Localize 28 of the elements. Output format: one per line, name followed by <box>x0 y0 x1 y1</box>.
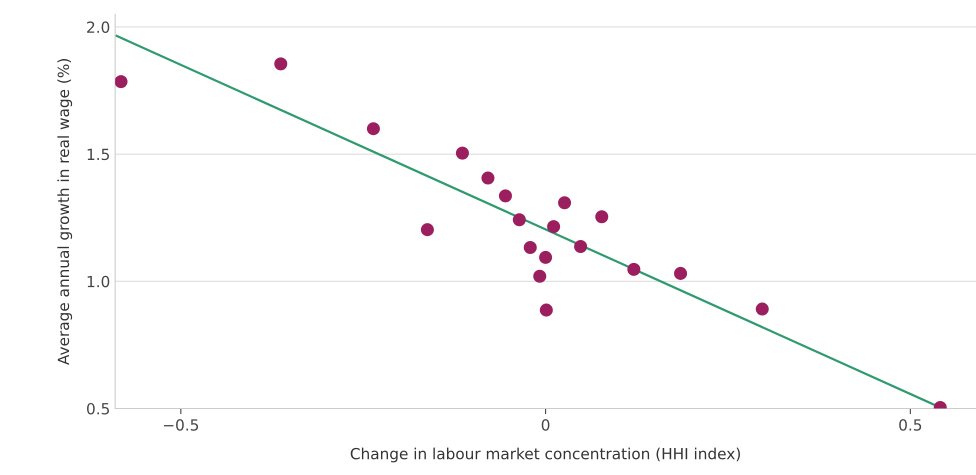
point <box>366 122 380 136</box>
point <box>627 262 640 276</box>
y-tick-label: 0.5 <box>87 402 109 415</box>
point <box>512 213 526 226</box>
point <box>274 57 288 70</box>
point <box>547 220 560 234</box>
point <box>674 266 688 280</box>
point <box>456 146 469 160</box>
x-tick-label: −0.5 <box>164 419 198 431</box>
point <box>558 196 572 210</box>
point <box>540 304 553 317</box>
x-axis-title: Change in labour market concentration (HHI index) <box>350 448 740 462</box>
point <box>756 302 769 316</box>
point <box>539 250 552 264</box>
x-tick-label: 0 <box>542 419 550 431</box>
point <box>498 189 512 202</box>
point <box>524 240 537 254</box>
point <box>481 172 494 185</box>
point <box>420 223 434 236</box>
y-tick-label: 2.0 <box>87 21 110 33</box>
y-axis-title: Average annual growth in real wage (%) <box>57 59 72 365</box>
point <box>574 240 588 253</box>
y-tick-label: 1.5 <box>88 148 109 160</box>
point <box>533 270 546 283</box>
y-tick-label: 1.0 <box>88 276 110 288</box>
point <box>115 75 128 88</box>
point <box>595 210 608 224</box>
x-tick-label: 0.5 <box>899 419 922 431</box>
